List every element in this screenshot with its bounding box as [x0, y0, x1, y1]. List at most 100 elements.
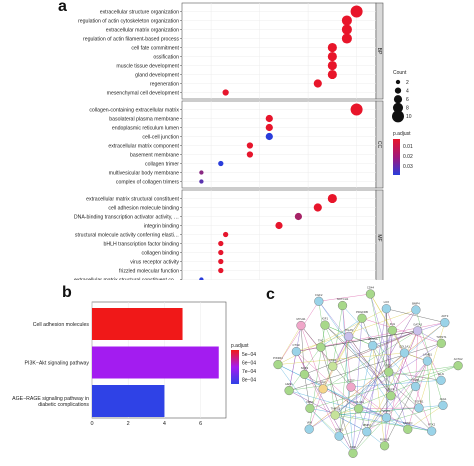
network-node [381, 304, 391, 314]
network-node-label: PDGFRB [356, 310, 368, 314]
x-tick-label: 2 [127, 421, 130, 427]
network-edge [339, 405, 444, 437]
term-dot [341, 24, 352, 35]
network-edge [427, 361, 432, 432]
network-edge [296, 309, 416, 352]
network-node-label: KDR [350, 445, 356, 449]
term-dot [265, 114, 273, 123]
category-label: Cell adhesion molecules [33, 322, 90, 328]
network-edge [320, 347, 354, 454]
term-dot [222, 89, 229, 96]
term-dot [199, 170, 204, 175]
network-edge [309, 408, 354, 454]
network-node-label: FBN1 [306, 400, 314, 404]
network-edge [384, 360, 428, 446]
term-label: cell fate commitment [131, 45, 179, 51]
term-label: extracellular matrix structural constitu… [74, 277, 179, 280]
panel-label-c: c [266, 286, 275, 303]
legend-count-label: 8 [406, 106, 409, 112]
category-label: AGE−RAGE signaling pathway in [12, 396, 89, 402]
network-edge [277, 364, 387, 418]
network-edge [342, 305, 352, 388]
term-dot [327, 51, 337, 62]
network-edge [304, 374, 311, 409]
term-dot [313, 79, 322, 88]
legend-color-label: 0.01 [403, 144, 413, 150]
network-node-label: FZD7 [348, 379, 355, 383]
term-label: regeneration [150, 81, 179, 87]
term-label: bHLH transcription factor binding [103, 241, 179, 247]
bar [92, 346, 219, 379]
legend-color-label: 0.03 [403, 164, 413, 170]
network-edge [324, 324, 432, 432]
network-node [291, 346, 301, 357]
term-dot [294, 212, 302, 221]
panel-label-b: b [62, 284, 72, 301]
network-node [410, 381, 421, 392]
legend-count-title: Count [393, 70, 407, 76]
term-dot [275, 221, 283, 230]
term-label: basement membrane [130, 152, 179, 158]
network-node-label: MYH11 [296, 317, 306, 321]
network-node-label: JAG1 [439, 397, 446, 401]
term-label: endoplasmic reticulum lumen [112, 125, 179, 131]
network-edge [320, 318, 363, 348]
network-edge [324, 324, 420, 409]
facet-panel-mf [181, 189, 377, 280]
network-edge [277, 325, 302, 365]
network-node [438, 400, 448, 410]
network-edge [342, 305, 416, 387]
term-label: gland development [135, 72, 179, 78]
network-node [348, 448, 358, 458]
network-node-label: COL3A1 [353, 400, 364, 404]
network-node-label: PTK2 [428, 423, 435, 427]
category-label: PI3K−Akt signaling pathway [25, 361, 90, 367]
term-dot [218, 258, 224, 265]
network-node [422, 356, 432, 366]
network-edge [338, 408, 359, 437]
legend-count-dot [393, 95, 403, 104]
term-label: collagen trimer [145, 161, 179, 167]
facet-strip-mf [375, 189, 384, 280]
network-edge [338, 336, 349, 437]
network-node [453, 361, 463, 371]
legend-label: 7e−04 [242, 369, 256, 375]
network-node [320, 320, 330, 330]
network-edge [318, 301, 392, 396]
network-node [436, 338, 446, 348]
legend-count-dot [392, 102, 404, 113]
term-label: regulation of actin filament-based proce… [83, 36, 179, 42]
network-node-label: ITGB1 [412, 378, 421, 382]
facet-label: CC [376, 141, 382, 149]
term-dot [199, 277, 204, 280]
term-dot [218, 160, 224, 167]
term-dot [223, 231, 229, 238]
legend-count-label: 6 [406, 97, 409, 103]
network-edge [358, 309, 417, 409]
network-node-label: AKT3 [441, 314, 448, 318]
legend-count-dot [392, 110, 404, 123]
network-node [273, 359, 283, 370]
network-node [334, 431, 344, 441]
network-edge [417, 330, 442, 381]
network-node [299, 369, 310, 379]
term-label: collagen binding [142, 250, 180, 256]
term-label: regulation of actin cytoskeleton organiz… [78, 18, 179, 24]
network-edge [348, 336, 392, 396]
dot-plot-chart: BP extracellular structure organization re… [74, 2, 413, 280]
network-node-label: NOTCH1 [337, 297, 349, 301]
network-node [337, 300, 348, 311]
network-node [413, 326, 423, 336]
network-node-label: FN1 [390, 322, 396, 326]
network-edge [366, 308, 387, 432]
term-dot [350, 5, 363, 18]
network-edge [370, 293, 408, 430]
legend-count-label: 4 [406, 88, 409, 94]
network-edge [318, 301, 408, 430]
network-node [387, 325, 398, 335]
network-edge [372, 345, 385, 446]
network-node [314, 296, 324, 306]
network-edge [288, 390, 336, 416]
network-node [368, 340, 378, 351]
